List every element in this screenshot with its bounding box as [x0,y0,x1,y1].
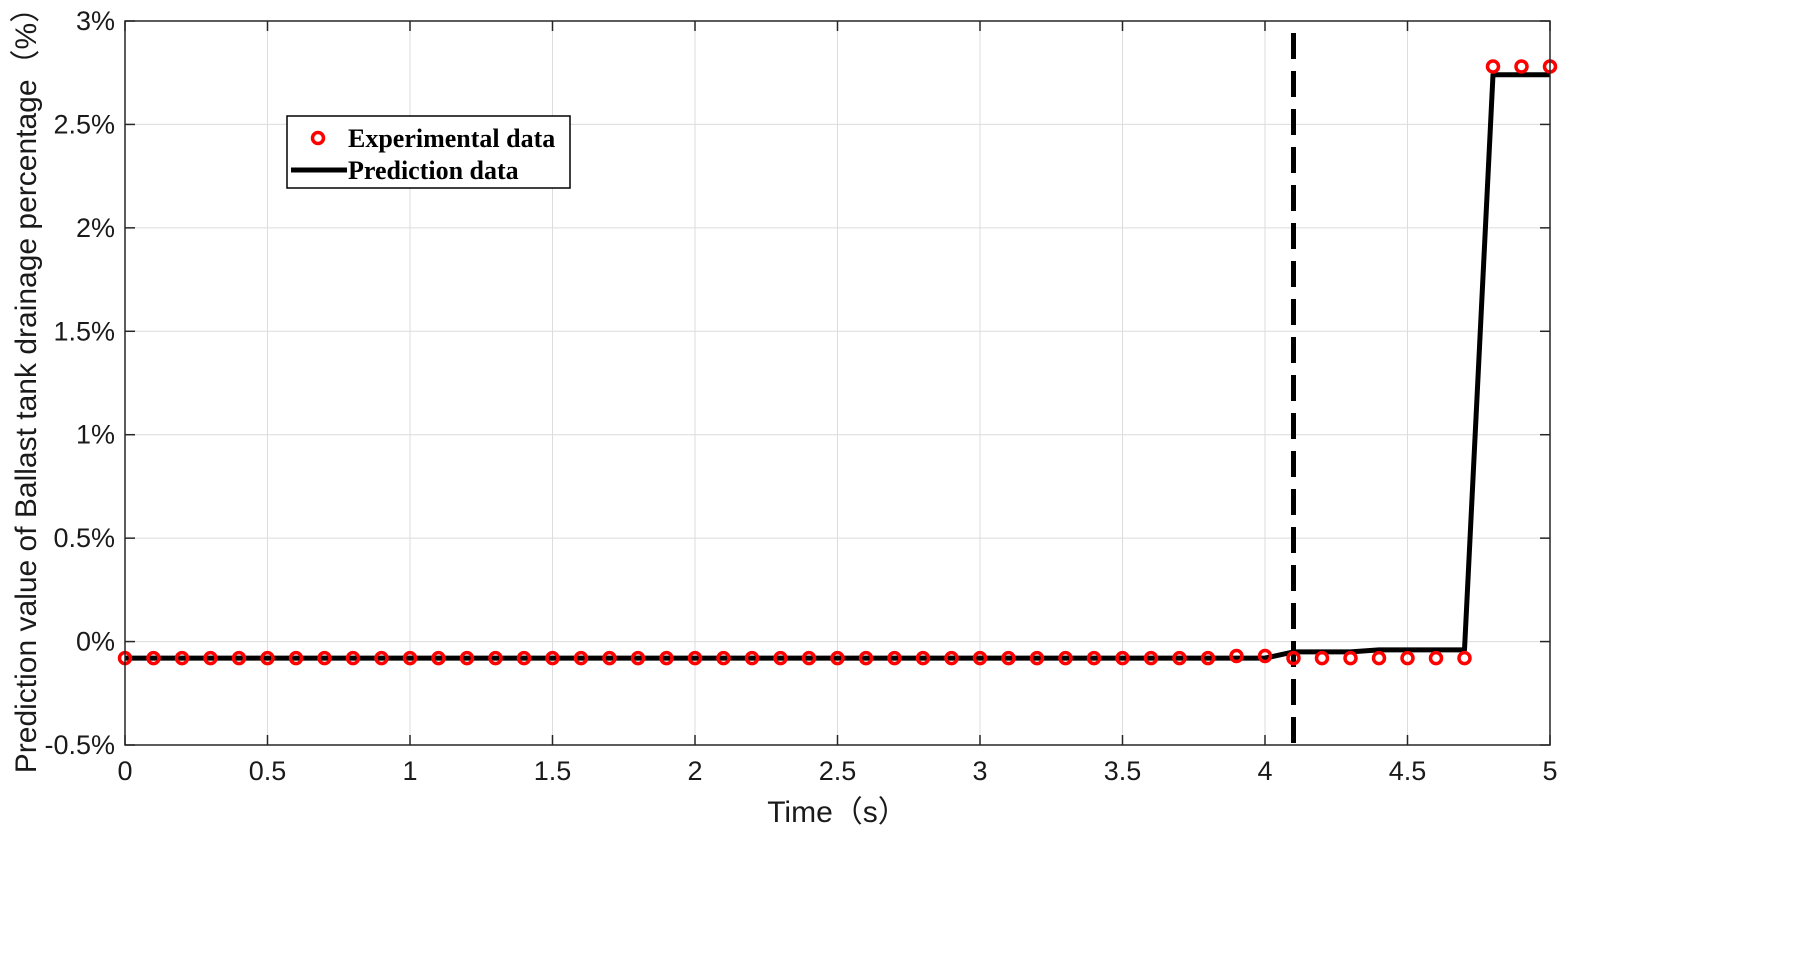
experimental-series [117,59,1558,666]
experimental-point [516,650,532,666]
x-tick-label: 2.5 [819,756,857,786]
experimental-point [459,650,475,666]
experimental-point [573,650,589,666]
experimental-point [203,650,218,666]
experimental-point [773,650,788,666]
y-tick-label: 0% [76,627,115,657]
experimental-point [630,650,646,666]
y-tick-label: 0.5% [53,523,115,553]
experimental-point [1314,650,1330,666]
experimental-point [545,650,560,666]
experimental-point [1172,650,1187,666]
experimental-point [858,650,874,666]
x-axis-label: Time（s） [767,796,908,829]
experimental-point [146,650,161,666]
y-tick-label: 2% [76,213,115,243]
x-tick-label: 5 [1542,756,1557,786]
experimental-point [659,650,674,666]
experimental-point [174,650,190,666]
experimental-point [1029,650,1045,666]
experimental-point [1428,650,1444,666]
experimental-point [1286,650,1301,666]
experimental-point [801,650,817,666]
tick-marks [124,20,1551,746]
x-tick-label: 3.5 [1104,756,1142,786]
experimental-point [1086,650,1102,666]
y-tick-label: 1.5% [53,316,115,346]
experimental-point [1229,648,1244,664]
y-axis-label: Prediction value of Ballast tank drainag… [10,0,43,773]
experimental-point [1115,650,1130,666]
x-tick-label: 2 [687,756,702,786]
experimental-point [944,650,959,666]
experimental-point [374,650,389,666]
experimental-point [915,650,931,666]
y-tick-labels: -0.5% 0% 0.5% 1% 1.5% 2% 2.5% 3% [44,6,115,760]
experimental-point [488,650,503,666]
y-tick-label: 1% [76,420,115,450]
y-tick-label: -0.5% [44,730,115,760]
legend-marker-experimental [310,130,326,146]
legend-box [286,115,571,189]
experimental-point [1514,59,1529,74]
experimental-point [431,650,446,666]
experimental-point [1371,650,1387,666]
experimental-point [288,650,304,666]
experimental-point [830,650,845,666]
experimental-point [231,650,247,666]
x-tick-labels: 0 0.5 1 1.5 2 2.5 3 3.5 4 4.5 5 [117,756,1557,786]
experimental-point [744,650,760,666]
experimental-point [687,650,703,666]
experimental-point [972,650,988,666]
experimental-point [1257,648,1273,664]
experimental-point [1200,650,1216,666]
y-tick-label: 3% [76,6,115,36]
legend-label-experimental: Experimental data [348,124,555,153]
x-tick-label: 1 [402,756,417,786]
experimental-point [402,650,418,666]
x-tick-label: 0.5 [249,756,287,786]
experimental-point [716,650,731,666]
experimental-point [1485,59,1501,74]
experimental-point [1343,650,1358,666]
x-tick-label: 0 [117,756,132,786]
experimental-point [317,650,332,666]
experimental-point [1143,650,1159,666]
experimental-point [887,650,902,666]
experimental-point [1058,650,1073,666]
experimental-point [345,650,361,666]
x-tick-label: 1.5 [534,756,572,786]
experimental-point [1400,650,1415,666]
experimental-point [1001,650,1016,666]
legend: Experimental data Prediction data [286,115,571,189]
x-tick-label: 4 [1257,756,1272,786]
y-tick-label: 2.5% [53,109,115,139]
experimental-point [602,650,617,666]
x-tick-label: 3 [972,756,987,786]
x-tick-label: 4.5 [1389,756,1427,786]
experimental-point [260,650,275,666]
legend-label-prediction: Prediction data [348,156,519,185]
experimental-point [1457,650,1472,666]
